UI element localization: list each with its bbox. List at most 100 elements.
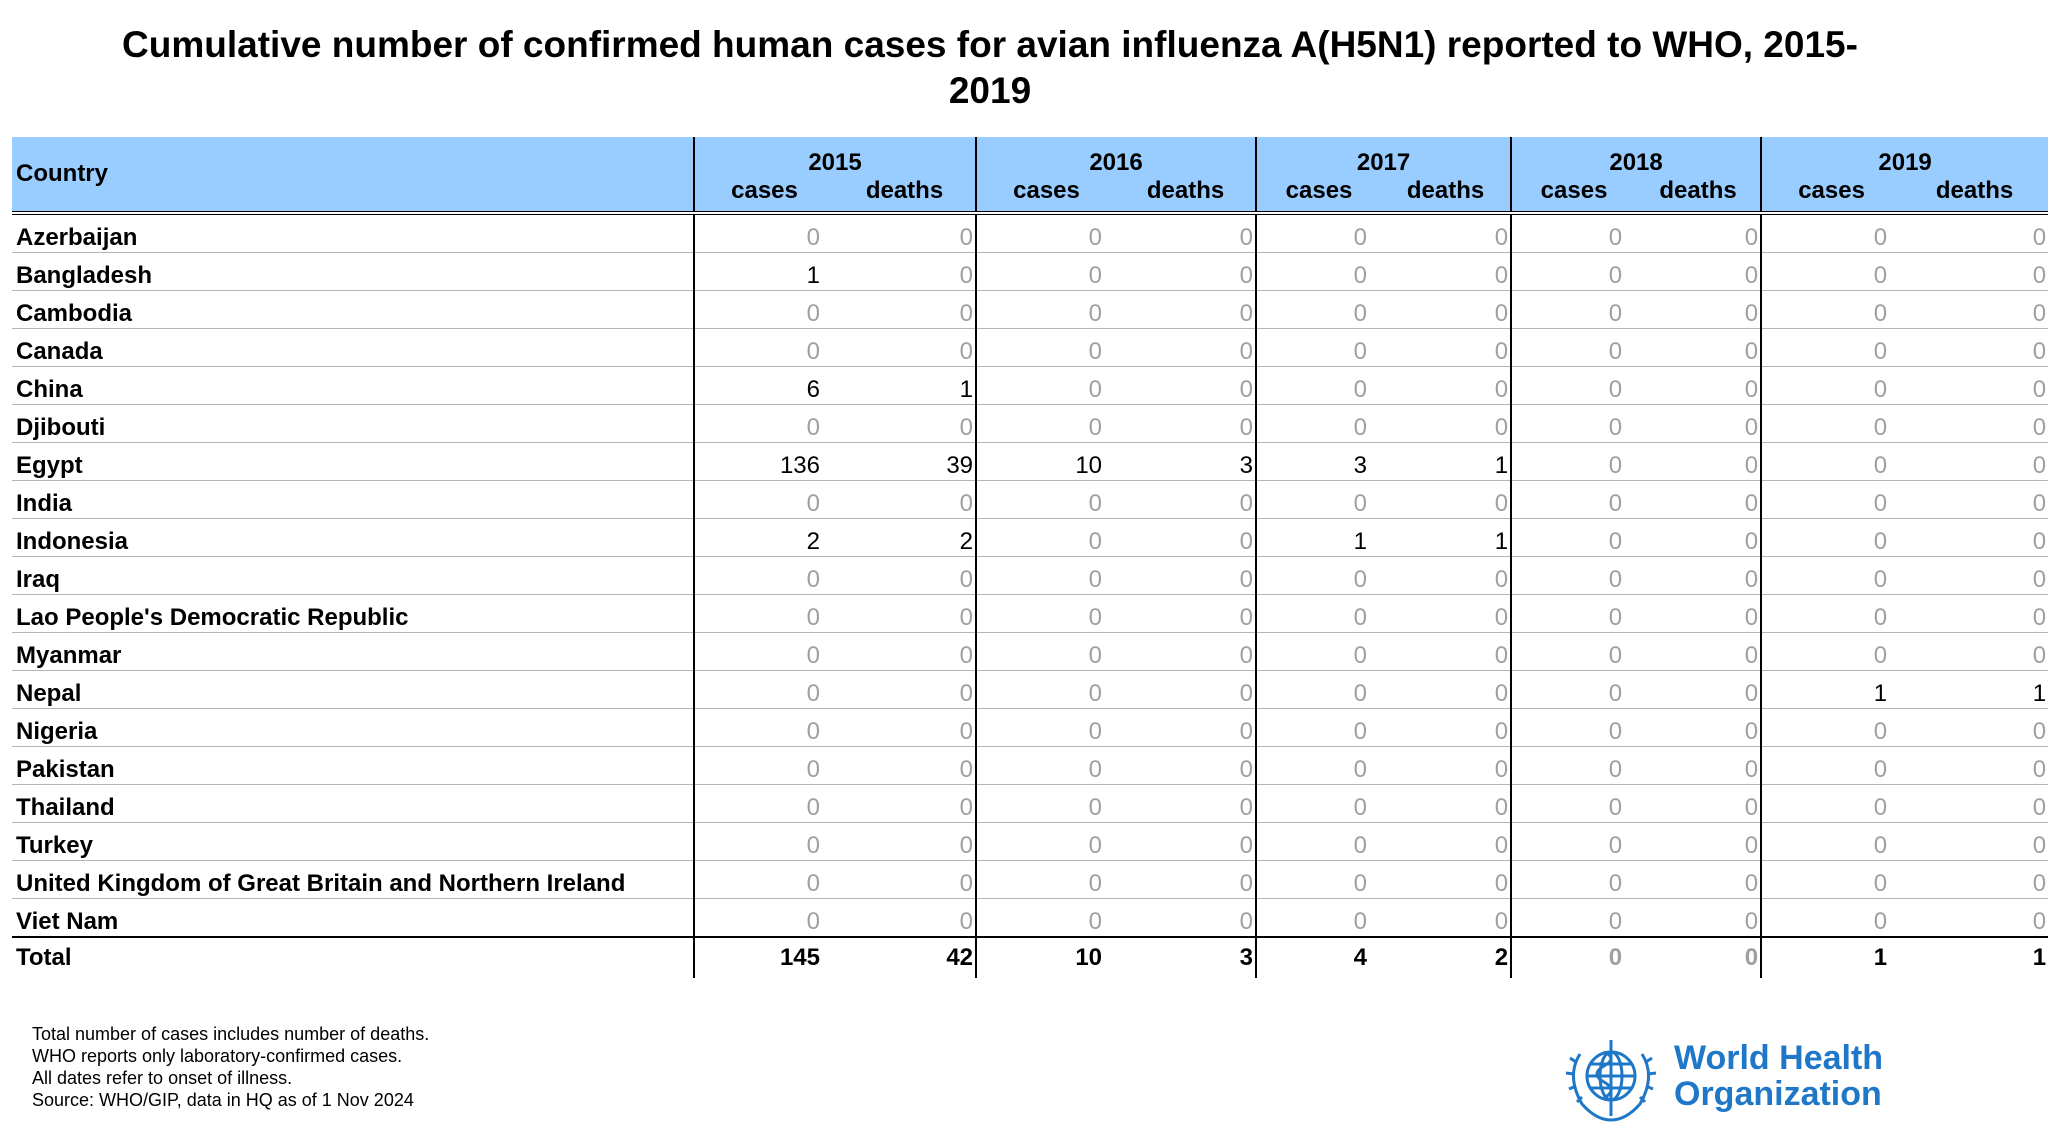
deaths-value: 0: [1116, 860, 1257, 899]
country-name: Djibouti: [12, 404, 694, 443]
deaths-value: 0: [1636, 746, 1762, 785]
cases-value: 0: [693, 860, 834, 899]
country-name: Iraq: [12, 556, 694, 595]
deaths-value: 0: [1901, 518, 2049, 557]
cases-value: 0: [693, 708, 834, 747]
deaths-value: 0: [1116, 518, 1257, 557]
cases-value: 0: [693, 746, 834, 785]
cases-value: 0: [1510, 366, 1637, 405]
deaths-value: 0: [1116, 213, 1257, 253]
country-name: Canada: [12, 328, 694, 367]
cases-value: 0: [975, 822, 1117, 861]
cases-value: 0: [1760, 556, 1902, 595]
table-row: China 6 1 0 0 0 0 0 0 0 0: [12, 366, 2049, 405]
table-row: Turkey 0 0 0 0 0 0 0 0 0 0: [12, 822, 2049, 861]
cases-value: 0: [975, 290, 1117, 329]
cases-value: 0: [1510, 784, 1637, 823]
deaths-value: 0: [1636, 898, 1762, 938]
table-row: Bangladesh 1 0 0 0 0 0 0 0 0 0: [12, 252, 2049, 291]
deaths-value: 0: [1901, 632, 2049, 671]
cases-value: 0: [975, 860, 1117, 899]
cases-value: 0: [1255, 556, 1382, 595]
cases-value: 0: [1510, 556, 1637, 595]
cases-value: 0: [1760, 328, 1902, 367]
country-name: Cambodia: [12, 290, 694, 329]
cases-value: 0: [975, 784, 1117, 823]
cases-value: 0: [1510, 518, 1637, 557]
footnotes: Total number of cases includes number of…: [32, 1023, 429, 1111]
deaths-value: 0: [1636, 670, 1762, 709]
cases-value: 0: [1760, 632, 1902, 671]
cases-value: 0: [693, 480, 834, 519]
deaths-value: 0: [1901, 404, 2049, 443]
deaths-value: 0: [1636, 404, 1762, 443]
who-emblem-icon: [1565, 1040, 1657, 1122]
deaths-value: 0: [1901, 213, 2049, 253]
cases-value: 0: [693, 328, 834, 367]
cases-value: 0: [1760, 708, 1902, 747]
deaths-value: 0: [1116, 556, 1257, 595]
cases-value: 0: [1760, 213, 1902, 253]
deaths-value: 0: [1381, 290, 1512, 329]
deaths-value: 0: [1381, 860, 1512, 899]
cases-value: 1: [1760, 936, 1902, 978]
cases-value: 0: [1255, 822, 1382, 861]
year-header: 2018: [1510, 137, 1762, 177]
deaths-value: 0: [1636, 290, 1762, 329]
cases-value: 0: [1760, 898, 1902, 938]
country-name: Pakistan: [12, 746, 694, 785]
cases-value: 0: [975, 746, 1117, 785]
cases-value: 0: [1510, 936, 1637, 978]
deaths-value: 1: [1901, 670, 2049, 709]
deaths-value: 0: [1116, 366, 1257, 405]
deaths-value: 0: [1381, 366, 1512, 405]
cases-subheader: cases: [1510, 177, 1637, 215]
deaths-value: 0: [834, 404, 977, 443]
cases-value: 0: [693, 404, 834, 443]
deaths-value: 0: [834, 252, 977, 291]
deaths-value: 0: [834, 632, 977, 671]
deaths-value: 0: [1116, 784, 1257, 823]
cases-value: 0: [1760, 784, 1902, 823]
cases-value: 0: [1255, 632, 1382, 671]
deaths-value: 0: [1636, 366, 1762, 405]
footnote: Source: WHO/GIP, data in HQ as of 1 Nov …: [32, 1090, 414, 1110]
who-logo: World Health Organization: [1556, 1030, 1936, 1124]
deaths-value: 1: [1901, 936, 2049, 978]
country-name: Lao People's Democratic Republic: [12, 594, 694, 633]
deaths-value: 0: [834, 328, 977, 367]
year-header: 2016: [975, 137, 1257, 177]
table-row: Egypt 136 39 10 3 3 1 0 0 0 0: [12, 442, 2049, 481]
cases-value: 0: [975, 898, 1117, 938]
deaths-value: 0: [1636, 594, 1762, 633]
cases-value: 0: [1760, 404, 1902, 443]
deaths-value: 0: [1381, 822, 1512, 861]
deaths-value: 0: [1901, 898, 2049, 938]
who-wordmark: World Health Organization: [1674, 1040, 1883, 1112]
deaths-value: 0: [1381, 328, 1512, 367]
deaths-value: 0: [1381, 594, 1512, 633]
deaths-subheader: deaths: [834, 177, 977, 215]
deaths-value: 0: [834, 594, 977, 633]
table-row: Canada 0 0 0 0 0 0 0 0 0 0: [12, 328, 2049, 367]
cases-value: 0: [1510, 328, 1637, 367]
deaths-value: 0: [1381, 252, 1512, 291]
deaths-value: 0: [1636, 936, 1762, 978]
deaths-value: 0: [1381, 213, 1512, 253]
cases-value: 0: [1510, 670, 1637, 709]
deaths-value: 0: [834, 898, 977, 938]
deaths-value: 0: [1901, 822, 2049, 861]
deaths-value: 0: [1636, 708, 1762, 747]
country-name: Myanmar: [12, 632, 694, 671]
deaths-value: 0: [1116, 670, 1257, 709]
who-wordmark-line-2: Organization: [1674, 1075, 1882, 1113]
table-row: Nigeria 0 0 0 0 0 0 0 0 0 0: [12, 708, 2049, 747]
deaths-value: 0: [1116, 290, 1257, 329]
table-row: Djibouti 0 0 0 0 0 0 0 0 0 0: [12, 404, 2049, 443]
deaths-value: 0: [834, 480, 977, 519]
cases-value: 0: [975, 632, 1117, 671]
footnote: All dates refer to onset of illness.: [32, 1068, 293, 1088]
cases-table: Country 2015 2016 2017 2018 2019 cases de…: [12, 137, 2049, 978]
cases-value: 0: [693, 670, 834, 709]
deaths-value: 0: [1901, 860, 2049, 899]
